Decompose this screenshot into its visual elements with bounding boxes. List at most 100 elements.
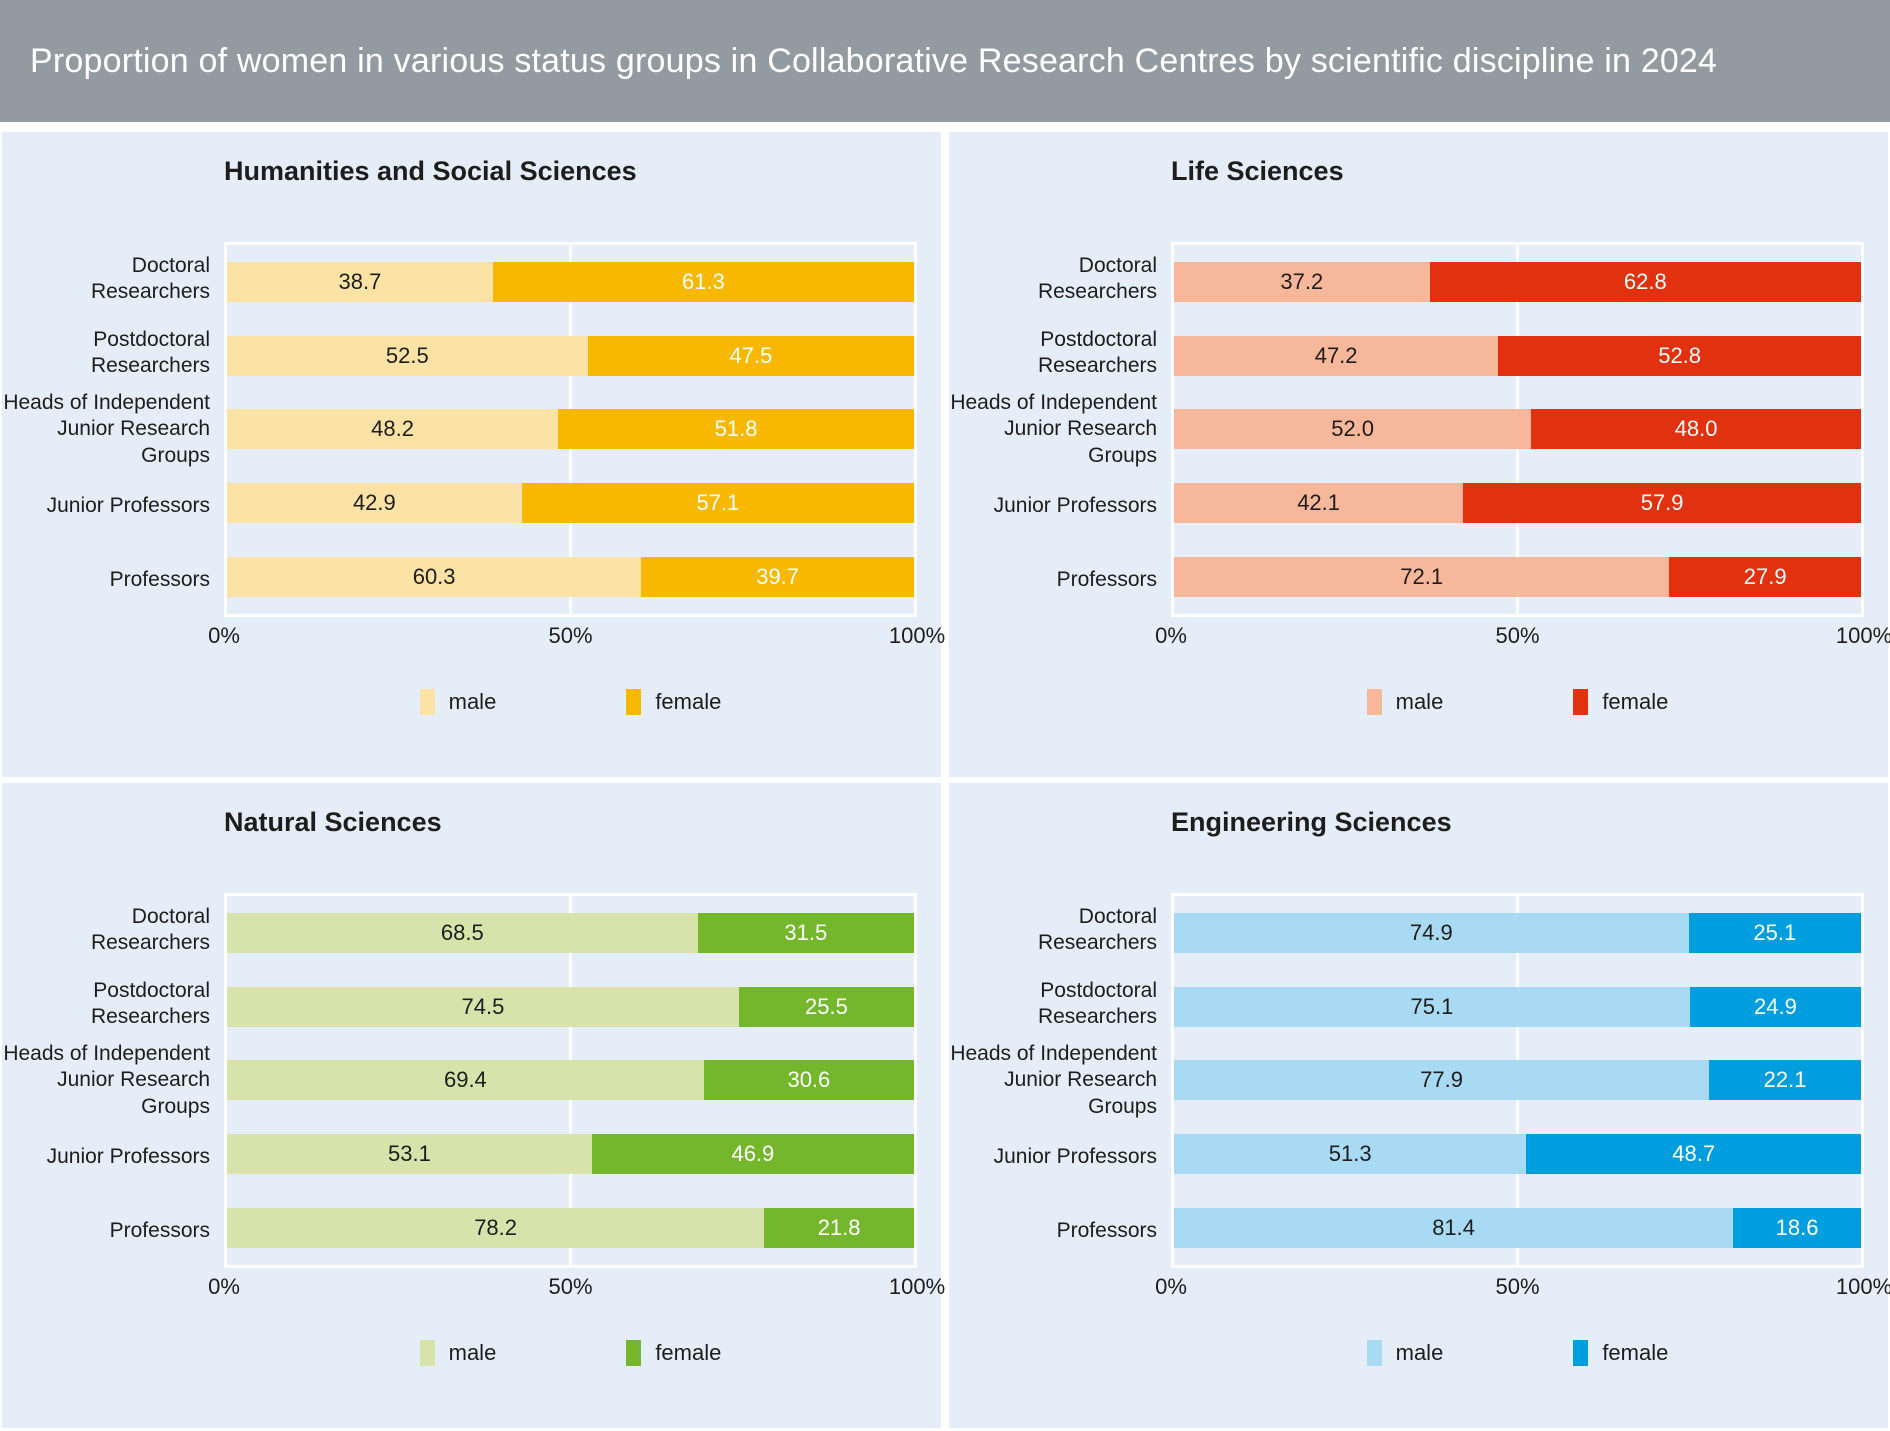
value-label: 57.1 (696, 490, 740, 516)
value-label: 52.0 (1331, 416, 1375, 442)
stacked-bar: 53.1 46.9 (227, 1134, 914, 1175)
value-label: 24.9 (1754, 993, 1797, 1019)
axis-tick-100: 100% (1835, 1274, 1890, 1299)
value-label: 81.4 (1432, 1215, 1476, 1241)
legend-male-label: male (1395, 689, 1444, 714)
male-swatch-icon (1366, 689, 1382, 715)
bar-segment-male: 75.1 (1174, 986, 1690, 1027)
bar-segment-male: 37.2 (1174, 261, 1430, 302)
category-label: Junior Professors (993, 493, 1157, 517)
value-label: 38.7 (338, 268, 382, 294)
chart-area: Doctoral Researchers Postdoctoral Researc… (949, 242, 1864, 617)
panel-humanities-social-sciences: Humanities and Social Sciences Doctoral … (2, 132, 945, 777)
value-label: 51.3 (1328, 1141, 1372, 1167)
category-labels: Doctoral Researchers Postdoctoral Researc… (949, 893, 1171, 1268)
plot-area: 68.5 31.5 74.5 25.5 69.4 30.6 53.1 46.9 78.2 21.8 (224, 893, 917, 1268)
bar-segment-female: 48.0 (1531, 409, 1861, 450)
value-label: 77.9 (1420, 1067, 1463, 1093)
male-swatch-icon (1366, 1340, 1382, 1366)
category-label: Professors (1056, 1218, 1157, 1242)
stacked-bar: 51.3 48.7 (1174, 1134, 1861, 1175)
bar-segment-female: 22.1 (1709, 1060, 1861, 1101)
female-swatch-icon (626, 1340, 642, 1366)
axis-tick-50: 50% (1495, 623, 1540, 648)
axis-tick-50: 50% (548, 623, 593, 648)
category-label: Doctoral Researchers (1037, 253, 1157, 304)
bar-row: 42.1 57.9 (1174, 466, 1861, 540)
bar-segment-female: 57.1 (521, 483, 914, 524)
stacked-bar: 72.1 27.9 (1174, 557, 1861, 598)
bar-segment-male: 51.3 (1174, 1134, 1527, 1175)
stacked-bar: 78.2 21.8 (227, 1208, 914, 1249)
category-label: Doctoral Researchers (90, 904, 210, 955)
axis-tick-50: 50% (548, 1274, 593, 1299)
plot-area: 74.9 25.1 75.1 24.9 77.9 22.1 51.3 48.7 81.4 18.6 (1171, 893, 1864, 1268)
value-label: 42.9 (352, 490, 396, 516)
value-label: 69.4 (443, 1067, 487, 1093)
x-axis: 0% 50% 100% (1155, 623, 1890, 649)
bar-segment-female: 61.3 (492, 261, 914, 302)
bar-segment-male: 69.4 (227, 1060, 704, 1101)
bar-segment-female: 27.9 (1669, 557, 1861, 598)
bar-segment-male: 53.1 (227, 1134, 592, 1175)
x-axis: 0% 50% 100% (208, 1274, 945, 1300)
legend-item-female: female (1573, 689, 1668, 715)
bar-row: 51.3 48.7 (1174, 1117, 1861, 1191)
value-label: 21.8 (817, 1215, 861, 1241)
category-labels: Doctoral Researchers Postdoctoral Researc… (2, 242, 224, 617)
stacked-bar: 42.9 57.1 (227, 483, 914, 524)
bar-row: 52.5 47.5 (227, 319, 914, 393)
stacked-bar: 69.4 30.6 (227, 1060, 914, 1101)
legend: male female (224, 1339, 917, 1367)
category-labels: Doctoral Researchers Postdoctoral Researc… (2, 893, 224, 1268)
bar-segment-male: 60.3 (227, 557, 642, 598)
legend: male female (224, 688, 917, 716)
male-swatch-icon (419, 1340, 435, 1366)
category-label: Heads of Independent Junior Research Gro… (950, 1042, 1157, 1118)
female-swatch-icon (626, 689, 642, 715)
bar-row: 78.2 21.8 (227, 1191, 914, 1265)
bar-segment-female: 48.7 (1526, 1134, 1861, 1175)
stacked-bar: 42.1 57.9 (1174, 483, 1861, 524)
legend: male female (1171, 688, 1864, 716)
category-label: Professors (109, 567, 210, 591)
axis-tick-50: 50% (1495, 1274, 1540, 1299)
bar-row: 37.2 62.8 (1174, 245, 1861, 319)
bar-row: 72.1 27.9 (1174, 540, 1861, 614)
bar-row: 53.1 46.9 (227, 1117, 914, 1191)
legend-item-female: female (626, 1340, 721, 1366)
legend-female-label: female (1602, 689, 1669, 714)
category-label: Postdoctoral Researchers (90, 327, 210, 378)
bar-segment-male: 48.2 (227, 409, 559, 450)
panel-natural-sciences: Natural Sciences Doctoral Researchers Pos… (2, 783, 945, 1428)
female-swatch-icon (1573, 689, 1589, 715)
value-label: 39.7 (756, 564, 800, 590)
value-label: 60.3 (412, 564, 456, 590)
bar-segment-male: 78.2 (227, 1208, 765, 1249)
value-label: 52.5 (385, 342, 429, 368)
bar-row: 38.7 61.3 (227, 245, 914, 319)
category-label: Postdoctoral Researchers (1037, 978, 1157, 1029)
stacked-bar: 38.7 61.3 (227, 261, 914, 302)
plot-area: 37.2 62.8 47.2 52.8 52.0 48.0 42.1 57.9 72.1 27.9 (1171, 242, 1864, 617)
bar-segment-male: 72.1 (1174, 557, 1670, 598)
male-swatch-icon (419, 689, 435, 715)
bar-segment-female: 30.6 (703, 1060, 914, 1101)
category-label: Junior Professors (993, 1144, 1157, 1168)
bar-row: 47.2 52.8 (1174, 319, 1861, 393)
value-label: 18.6 (1775, 1215, 1819, 1241)
value-label: 78.2 (474, 1215, 518, 1241)
value-label: 47.2 (1314, 342, 1358, 368)
bar-segment-male: 52.0 (1174, 409, 1532, 450)
stacked-bar: 74.9 25.1 (1174, 912, 1861, 953)
category-label: Junior Professors (46, 1144, 210, 1168)
value-label: 51.8 (714, 416, 758, 442)
bar-segment-female: 39.7 (641, 557, 914, 598)
category-label: Postdoctoral Researchers (90, 978, 210, 1029)
bar-segment-male: 68.5 (227, 912, 698, 953)
value-label: 61.3 (682, 268, 725, 294)
value-label: 47.5 (729, 342, 773, 368)
value-label: 53.1 (387, 1141, 431, 1167)
bar-segment-female: 31.5 (697, 912, 914, 953)
chart-panels-grid: Humanities and Social Sciences Doctoral … (0, 122, 1890, 1431)
